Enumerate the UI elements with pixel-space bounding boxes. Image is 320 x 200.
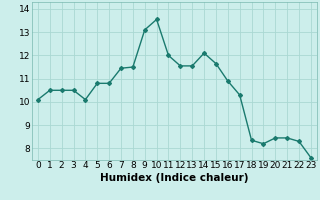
X-axis label: Humidex (Indice chaleur): Humidex (Indice chaleur) — [100, 173, 249, 183]
